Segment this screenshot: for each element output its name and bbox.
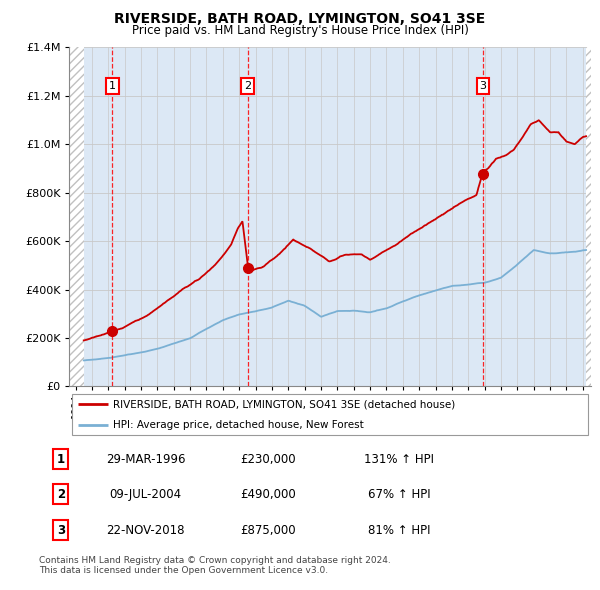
Text: 2: 2 (57, 487, 65, 501)
Text: RIVERSIDE, BATH ROAD, LYMINGTON, SO41 3SE: RIVERSIDE, BATH ROAD, LYMINGTON, SO41 3S… (115, 12, 485, 26)
Text: 2: 2 (244, 81, 251, 91)
Text: 81% ↑ HPI: 81% ↑ HPI (368, 524, 431, 537)
Text: 22-NOV-2018: 22-NOV-2018 (106, 524, 185, 537)
Text: Price paid vs. HM Land Registry's House Price Index (HPI): Price paid vs. HM Land Registry's House … (131, 24, 469, 37)
Text: 3: 3 (57, 524, 65, 537)
Text: 29-MAR-1996: 29-MAR-1996 (106, 453, 185, 466)
Text: 67% ↑ HPI: 67% ↑ HPI (368, 487, 431, 501)
Text: £490,000: £490,000 (241, 487, 296, 501)
Text: 09-JUL-2004: 09-JUL-2004 (109, 487, 182, 501)
Text: RIVERSIDE, BATH ROAD, LYMINGTON, SO41 3SE (detached house): RIVERSIDE, BATH ROAD, LYMINGTON, SO41 3S… (113, 399, 455, 409)
Text: This data is licensed under the Open Government Licence v3.0.: This data is licensed under the Open Gov… (39, 566, 328, 575)
Text: 1: 1 (109, 81, 116, 91)
Text: Contains HM Land Registry data © Crown copyright and database right 2024.: Contains HM Land Registry data © Crown c… (39, 556, 391, 565)
Text: HPI: Average price, detached house, New Forest: HPI: Average price, detached house, New … (113, 419, 364, 430)
Text: 3: 3 (479, 81, 487, 91)
FancyBboxPatch shape (71, 394, 589, 435)
Text: 1: 1 (57, 453, 65, 466)
Text: £875,000: £875,000 (241, 524, 296, 537)
Text: 131% ↑ HPI: 131% ↑ HPI (364, 453, 434, 466)
Text: £230,000: £230,000 (241, 453, 296, 466)
